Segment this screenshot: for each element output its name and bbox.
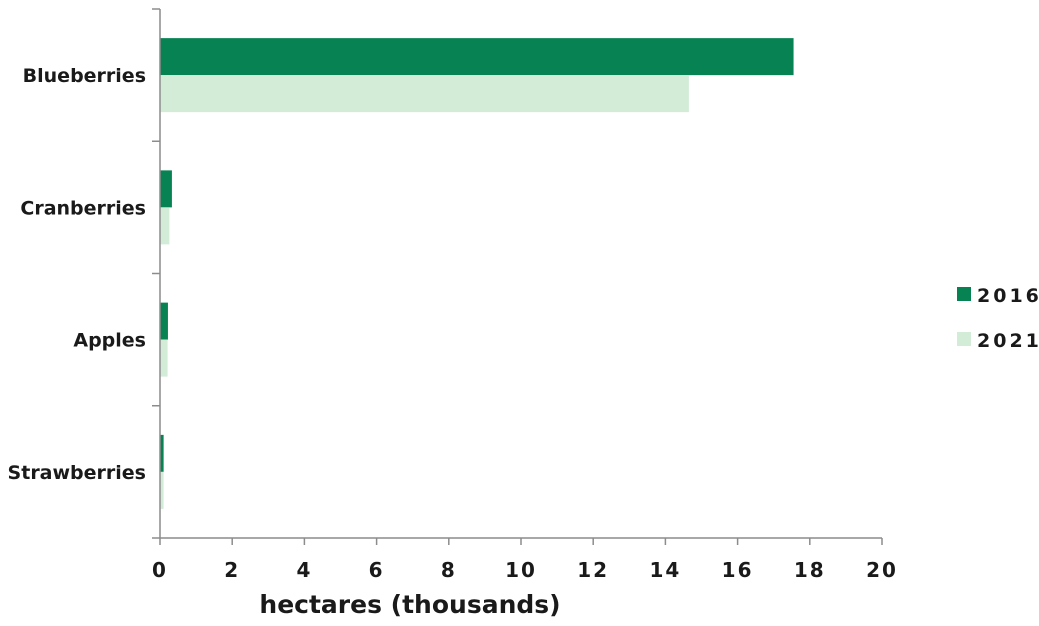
- bar-2016-apples: [160, 302, 168, 340]
- x-tick-label: 4: [296, 558, 312, 582]
- x-tick-label: 10: [505, 558, 537, 582]
- x-tick-label: 2: [224, 558, 240, 582]
- labels-layer: Blueberries Cranberries Apples Strawberries…: [8, 65, 898, 582]
- bar-2016-strawberries: [160, 434, 164, 472]
- bar-2021-strawberries: [160, 471, 164, 509]
- bar-2016-cranberries: [160, 170, 172, 208]
- x-tick-label: 18: [794, 558, 826, 582]
- category-label-strawberries: Strawberries: [8, 462, 146, 484]
- x-tick-label: 12: [577, 558, 609, 582]
- category-label-cranberries: Cranberries: [20, 197, 146, 219]
- legend-swatch-2016: [957, 287, 971, 301]
- x-axis-title: hectares (thousands): [259, 590, 560, 619]
- legend-label-2021: 2021: [977, 330, 1039, 352]
- x-tick-label: 0: [152, 558, 168, 582]
- axes-layer: [152, 8, 883, 545]
- category-label-apples: Apples: [73, 330, 146, 352]
- category-label-blueberries: Blueberries: [23, 65, 146, 87]
- x-tick-label: 8: [441, 558, 457, 582]
- bar-2021-blueberries: [160, 75, 689, 113]
- x-tick-label: 6: [369, 558, 385, 582]
- bar-2021-apples: [160, 339, 168, 377]
- x-tick-label: 20: [866, 558, 898, 582]
- x-tick-label: 14: [649, 558, 681, 582]
- legend-swatch-2021: [957, 332, 971, 346]
- legend-label-2016: 2016: [977, 285, 1039, 307]
- legend: 2016 2021: [957, 285, 1039, 352]
- x-tick-label: 16: [722, 558, 754, 582]
- bar-2021-cranberries: [160, 207, 170, 245]
- bar-2016-blueberries: [160, 38, 794, 76]
- bars-layer: [160, 38, 794, 509]
